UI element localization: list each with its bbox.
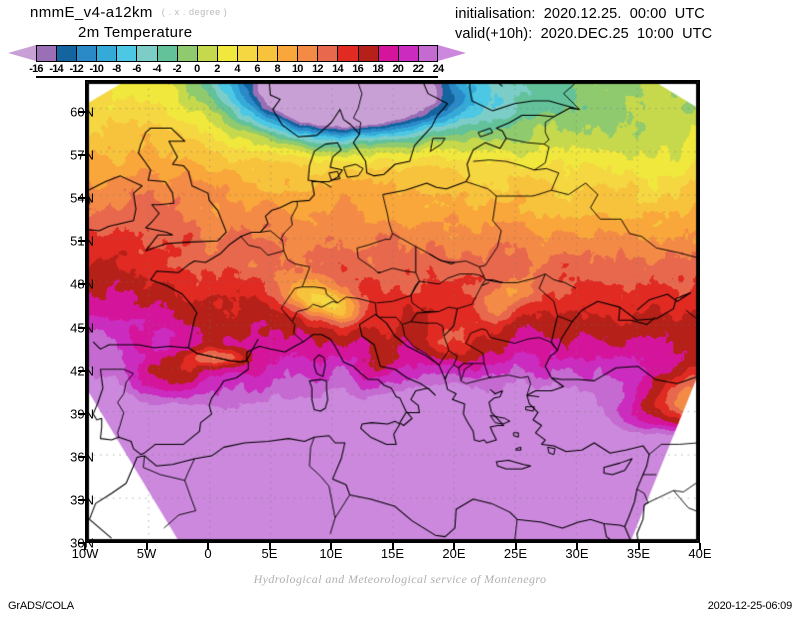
x-axis-tick-mark	[391, 543, 394, 550]
x-axis-tick-label: 15E	[380, 546, 405, 561]
colorbar-tick: -16	[29, 63, 43, 75]
y-axis-tick-mark	[78, 455, 85, 458]
colorbar-tick: 2	[214, 63, 220, 75]
x-axis-tick-label: 30E	[565, 546, 589, 561]
colorbar-underline	[36, 76, 438, 78]
y-axis-tick-mark	[78, 197, 85, 200]
y-axis-tick-mark	[78, 369, 85, 372]
colorbar-tick: 22	[412, 63, 424, 75]
colorbar-tick: 20	[392, 63, 404, 75]
colorbar-tick: 18	[372, 63, 384, 75]
colorbar-segment	[277, 45, 298, 62]
colorbar-segment	[397, 45, 418, 62]
colorbar-tick: -14	[49, 63, 63, 75]
x-axis-tick-label: 0	[204, 546, 212, 561]
colorbar-tick: 24	[432, 63, 444, 75]
y-axis-tick-mark	[78, 412, 85, 415]
colorbar: -16 -14 -12 -10 -8 -6 -4 -2 0 2 4 6 8 10 12 14 16 18 20 22 2…	[0, 45, 466, 78]
service-credit: Hydrological and Meteorological service …	[253, 572, 547, 586]
colorbar-segment	[297, 45, 318, 62]
colorbar-segment	[76, 45, 97, 62]
x-axis-tick-mark	[576, 543, 578, 550]
colorbar-tick: -8	[112, 63, 121, 75]
x-axis-tick-mark	[637, 543, 640, 550]
x-axis-tick-label: 35E	[626, 546, 651, 561]
colorbar-tick: 16	[352, 63, 363, 75]
x-axis-tick-mark	[699, 543, 701, 550]
colorbar-tick: -12	[69, 63, 83, 75]
colorbar-tick: 10	[291, 63, 303, 75]
colorbar-segment	[56, 45, 77, 62]
generation-timestamp: 2020-12-25-06:09	[707, 600, 792, 612]
y-axis-tick-mark	[78, 326, 85, 329]
colorbar-segment	[317, 45, 338, 62]
x-axis-tick-label: 25E	[503, 546, 528, 561]
x-axis-tick-mark	[268, 543, 271, 550]
colorbar-tick: 4	[234, 63, 240, 75]
colorbar-segment	[236, 45, 258, 62]
temperature-field-canvas	[87, 82, 698, 541]
x-axis-tick-mark	[207, 543, 209, 550]
model-name: nmmE_v4-a12km	[30, 4, 153, 21]
x-axis-tick-label: 5W	[136, 546, 157, 561]
colorbar-segment	[417, 45, 438, 62]
colorbar-tick: 6	[254, 63, 260, 75]
colorbar-segment	[216, 45, 237, 62]
x-axis-tick-label: 5E	[261, 546, 278, 561]
colorbar-segment	[337, 45, 358, 62]
colorbar-tick: -2	[172, 63, 182, 75]
x-axis-tick-label: 10W	[71, 546, 99, 561]
y-axis-tick-mark	[78, 154, 85, 157]
colorbar-segment	[136, 45, 157, 62]
colorbar-segment	[377, 45, 398, 62]
colorbar-segment	[176, 45, 197, 62]
colorbar-segment	[196, 45, 217, 62]
colorbar-tick: -4	[152, 63, 162, 75]
colorbar-segment	[156, 45, 177, 62]
colorbar-tick: 8	[274, 63, 281, 75]
colorbar-tick: -6	[132, 63, 141, 75]
software-credit: GrADS/COLA	[8, 600, 74, 612]
variable-title: 2m Temperature	[78, 24, 193, 41]
y-axis-tick-mark	[78, 542, 85, 544]
colorbar-tick: -10	[89, 63, 104, 75]
colorbar-segment	[36, 45, 57, 62]
run-info-block: initialisation: 2020.12.25. 00:00 UTC va…	[455, 4, 712, 44]
x-axis-tick-label: 20E	[442, 546, 466, 561]
x-axis-tick-mark	[330, 543, 332, 550]
model-name-line: nmmE_v4-a12km ( . x . degree )	[30, 4, 227, 21]
y-axis-tick-mark	[78, 111, 85, 113]
y-axis-tick-mark	[78, 498, 85, 501]
colorbar-segment	[96, 45, 117, 62]
y-axis-tick-mark	[78, 283, 85, 286]
colorbar-tick: 0	[194, 63, 200, 75]
colorbar-under-arrow	[8, 45, 36, 61]
y-axis-tick-mark	[78, 240, 85, 243]
x-axis-tick-label: 10E	[319, 546, 343, 561]
colorbar-tick: 14	[332, 63, 343, 75]
model-resolution-note: ( . x . degree )	[161, 7, 228, 17]
colorbar-segment	[116, 45, 137, 62]
colorbar-segments	[36, 45, 438, 62]
x-axis-tick-mark	[453, 543, 455, 550]
colorbar-segment	[257, 45, 278, 62]
colorbar-segment	[357, 45, 378, 62]
x-axis-tick-label: 40E	[688, 546, 712, 561]
valid-time: valid(+10h): 2020.DEC.25 10:00 UTC	[455, 26, 713, 42]
x-axis-tick-mark	[514, 543, 517, 550]
x-axis-tick-mark	[145, 543, 148, 550]
colorbar-tick: 12	[312, 63, 323, 75]
x-axis-tick-mark	[84, 543, 86, 550]
colorbar-over-arrow	[438, 45, 466, 61]
initialisation-time: initialisation: 2020.12.25. 00:00 UTC	[455, 6, 705, 22]
map-plot-area[interactable]	[85, 80, 700, 543]
